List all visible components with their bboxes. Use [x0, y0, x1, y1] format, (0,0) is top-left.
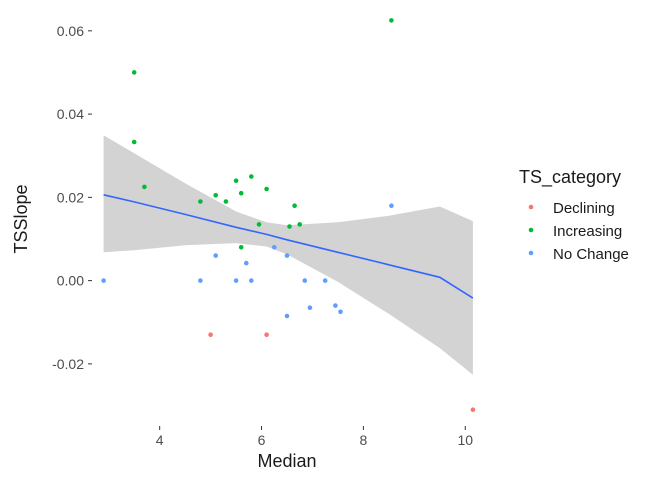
y-tick-label: 0.00 [57, 273, 84, 289]
point-increasing [249, 174, 254, 179]
point-increasing [238, 245, 244, 250]
legend-label-declining: Declining [553, 200, 615, 217]
x-tick-label: 6 [258, 432, 266, 448]
point-increasing [142, 184, 147, 190]
x-axis: 4 6 8 10 [156, 426, 473, 448]
y-tick-label: 0.06 [57, 23, 84, 39]
legend: TS_category Declining Increasing No Change [519, 167, 629, 263]
y-axis: -0.02 0.00 0.02 0.04 0.06 [52, 23, 92, 372]
point-declining [208, 332, 213, 338]
legend-key-no-change [528, 250, 534, 256]
point-increasing [131, 139, 137, 145]
point-no-change [389, 203, 394, 208]
point-increasing [389, 18, 394, 23]
point-no-change [322, 278, 328, 283]
x-tick-label: 10 [457, 432, 473, 448]
legend-key-declining [528, 204, 534, 210]
y-tick-label: -0.02 [52, 356, 84, 372]
point-increasing [131, 70, 137, 75]
point-increasing [198, 199, 203, 204]
point-declining [264, 332, 269, 338]
point-no-change [272, 245, 277, 250]
x-axis-title: Median [257, 451, 316, 471]
x-tick-label: 4 [156, 432, 164, 448]
point-increasing [256, 222, 262, 227]
y-axis-title: TSSlope [11, 184, 31, 253]
point-no-change [302, 278, 308, 283]
point-increasing [223, 199, 229, 204]
points-layer [101, 18, 476, 413]
point-no-change [244, 260, 249, 266]
point-increasing [292, 203, 297, 208]
point-no-change [249, 278, 254, 283]
point-increasing [297, 222, 303, 227]
point-no-change [213, 253, 218, 258]
point-no-change [233, 278, 239, 283]
legend-title: TS_category [519, 167, 621, 188]
point-increasing [213, 193, 218, 198]
point-increasing [233, 178, 239, 183]
point-increasing [287, 224, 292, 229]
legend-key-increasing [528, 227, 534, 233]
legend-label-increasing: Increasing [553, 223, 622, 240]
point-no-change [284, 313, 290, 319]
point-no-change [284, 253, 290, 258]
point-no-change [333, 303, 338, 308]
y-tick-label: 0.02 [57, 189, 84, 205]
point-no-change [307, 305, 313, 311]
point-no-change [101, 278, 106, 283]
trend-line-layer [103, 194, 474, 299]
point-no-change [198, 278, 203, 283]
trend-line [103, 194, 474, 299]
y-tick-label: 0.04 [57, 106, 84, 122]
point-declining [470, 407, 476, 413]
point-increasing [264, 186, 269, 192]
x-tick-label: 8 [360, 432, 368, 448]
point-no-change [338, 309, 343, 315]
legend-label-no-change: No Change [553, 246, 629, 263]
point-increasing [238, 190, 244, 196]
